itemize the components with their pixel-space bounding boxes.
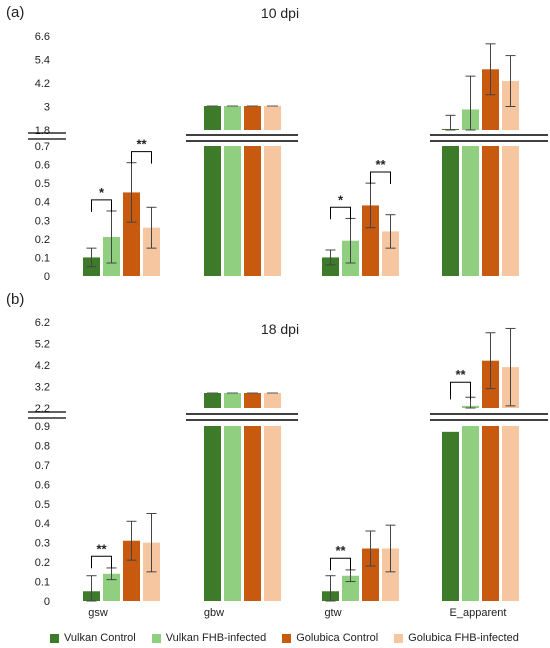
bar-upper — [264, 106, 281, 130]
bar — [462, 426, 479, 601]
legend-swatch — [50, 633, 59, 643]
legend-item: Vulkan Control — [50, 630, 136, 646]
y-tick-label: 1.8 — [35, 125, 50, 137]
y-tick-label: 4.2 — [35, 360, 50, 372]
significance-bracket — [91, 555, 112, 569]
legend-label: Vulkan FHB-infected — [165, 632, 267, 644]
bar — [204, 426, 221, 601]
bar-upper — [482, 69, 499, 130]
legend-label: Golubica FHB-infected — [408, 632, 519, 644]
bar — [143, 227, 160, 276]
y-tick-label: 5.4 — [35, 55, 50, 67]
legend-label: Vulkan Control — [64, 632, 136, 644]
bar — [502, 146, 519, 276]
y-tick-label: 0.6 — [35, 479, 50, 491]
bar — [264, 146, 281, 276]
y-tick-label: 0.3 — [35, 215, 50, 227]
significance-label: ** — [455, 367, 466, 382]
bar — [103, 573, 120, 601]
y-tick-label: 0.1 — [35, 252, 50, 264]
chart-title: 18 dpi — [261, 321, 299, 337]
bar — [382, 548, 399, 601]
x-tick-label: E_apparent — [450, 607, 507, 619]
bar — [442, 146, 459, 276]
y-tick-label: 0.1 — [35, 577, 50, 589]
x-tick-label: gsw — [88, 607, 108, 619]
legend-swatch — [151, 633, 161, 643]
legend: Vulkan Control Vulkan FHB-infected Golub… — [50, 630, 550, 646]
y-tick-label: 0.6 — [35, 160, 50, 172]
significance-bracket — [131, 151, 152, 164]
y-tick-label: 0 — [44, 596, 50, 608]
significance-bracket — [370, 171, 391, 184]
chart-title: 10 dpi — [261, 5, 299, 21]
significance-bracket — [91, 199, 112, 212]
y-tick-label: 3.2 — [35, 382, 50, 394]
significance-label: ** — [136, 137, 147, 152]
x-tick-label: gtw — [324, 607, 341, 619]
y-tick-label: 4.2 — [35, 78, 50, 90]
y-tick-label: 0 — [44, 271, 50, 283]
bar — [482, 146, 499, 276]
y-tick-label: 6.6 — [35, 31, 50, 43]
bar — [244, 146, 261, 276]
bar-upper — [244, 393, 261, 408]
bar — [224, 146, 241, 276]
bar-upper — [264, 393, 281, 408]
legend-swatch — [282, 633, 292, 643]
x-tick-label: gbw — [204, 607, 224, 619]
significance-label: ** — [375, 157, 386, 172]
bar — [482, 426, 499, 601]
bar — [123, 192, 140, 276]
bar — [362, 205, 379, 276]
bar-upper — [224, 393, 241, 408]
panel-label: (b) — [6, 291, 24, 308]
legend-item: Golubica Control — [282, 630, 378, 646]
y-tick-label: 5.2 — [35, 339, 50, 351]
significance-label: ** — [96, 541, 107, 556]
legend-label: Golubica Control — [296, 632, 379, 644]
legend-item: Golubica FHB-infected — [394, 630, 519, 646]
bar — [362, 548, 379, 601]
y-tick-label: 6.2 — [35, 317, 50, 329]
bar — [244, 426, 261, 601]
y-tick-label: 0.2 — [35, 557, 50, 569]
significance-label: * — [338, 192, 344, 207]
y-tick-label: 0.4 — [35, 197, 50, 209]
legend-swatch — [394, 633, 404, 643]
y-tick-label: 0.7 — [35, 460, 50, 472]
bar — [502, 426, 519, 601]
significance-bracket — [450, 381, 471, 400]
bar — [382, 231, 399, 276]
panel-label: (a) — [6, 4, 24, 21]
y-tick-label: 2.2 — [35, 403, 50, 415]
significance-bracket — [330, 557, 351, 571]
significance-label: * — [99, 185, 105, 200]
bar — [442, 431, 459, 601]
bar-upper — [244, 106, 261, 130]
y-tick-label: 0.5 — [35, 178, 50, 190]
significance-bracket — [330, 206, 351, 220]
y-tick-label: 0.3 — [35, 538, 50, 550]
y-tick-label: 0.7 — [35, 141, 50, 153]
bar — [224, 426, 241, 601]
bar — [322, 257, 339, 276]
y-tick-label: 0.2 — [35, 234, 50, 246]
bar — [204, 146, 221, 276]
y-tick-label: 0.8 — [35, 440, 50, 452]
bar — [123, 540, 140, 601]
significance-label: ** — [335, 543, 346, 558]
y-tick-label: 0.5 — [35, 499, 50, 511]
bar-upper — [204, 393, 221, 408]
bar — [462, 146, 479, 276]
bar-upper — [224, 106, 241, 130]
bar — [264, 426, 281, 601]
y-tick-label: 3 — [44, 102, 50, 114]
y-tick-label: 0.9 — [35, 421, 50, 433]
legend-item: Vulkan FHB-infected — [151, 630, 267, 646]
y-tick-label: 0.4 — [35, 518, 50, 530]
bar-upper — [204, 106, 221, 130]
